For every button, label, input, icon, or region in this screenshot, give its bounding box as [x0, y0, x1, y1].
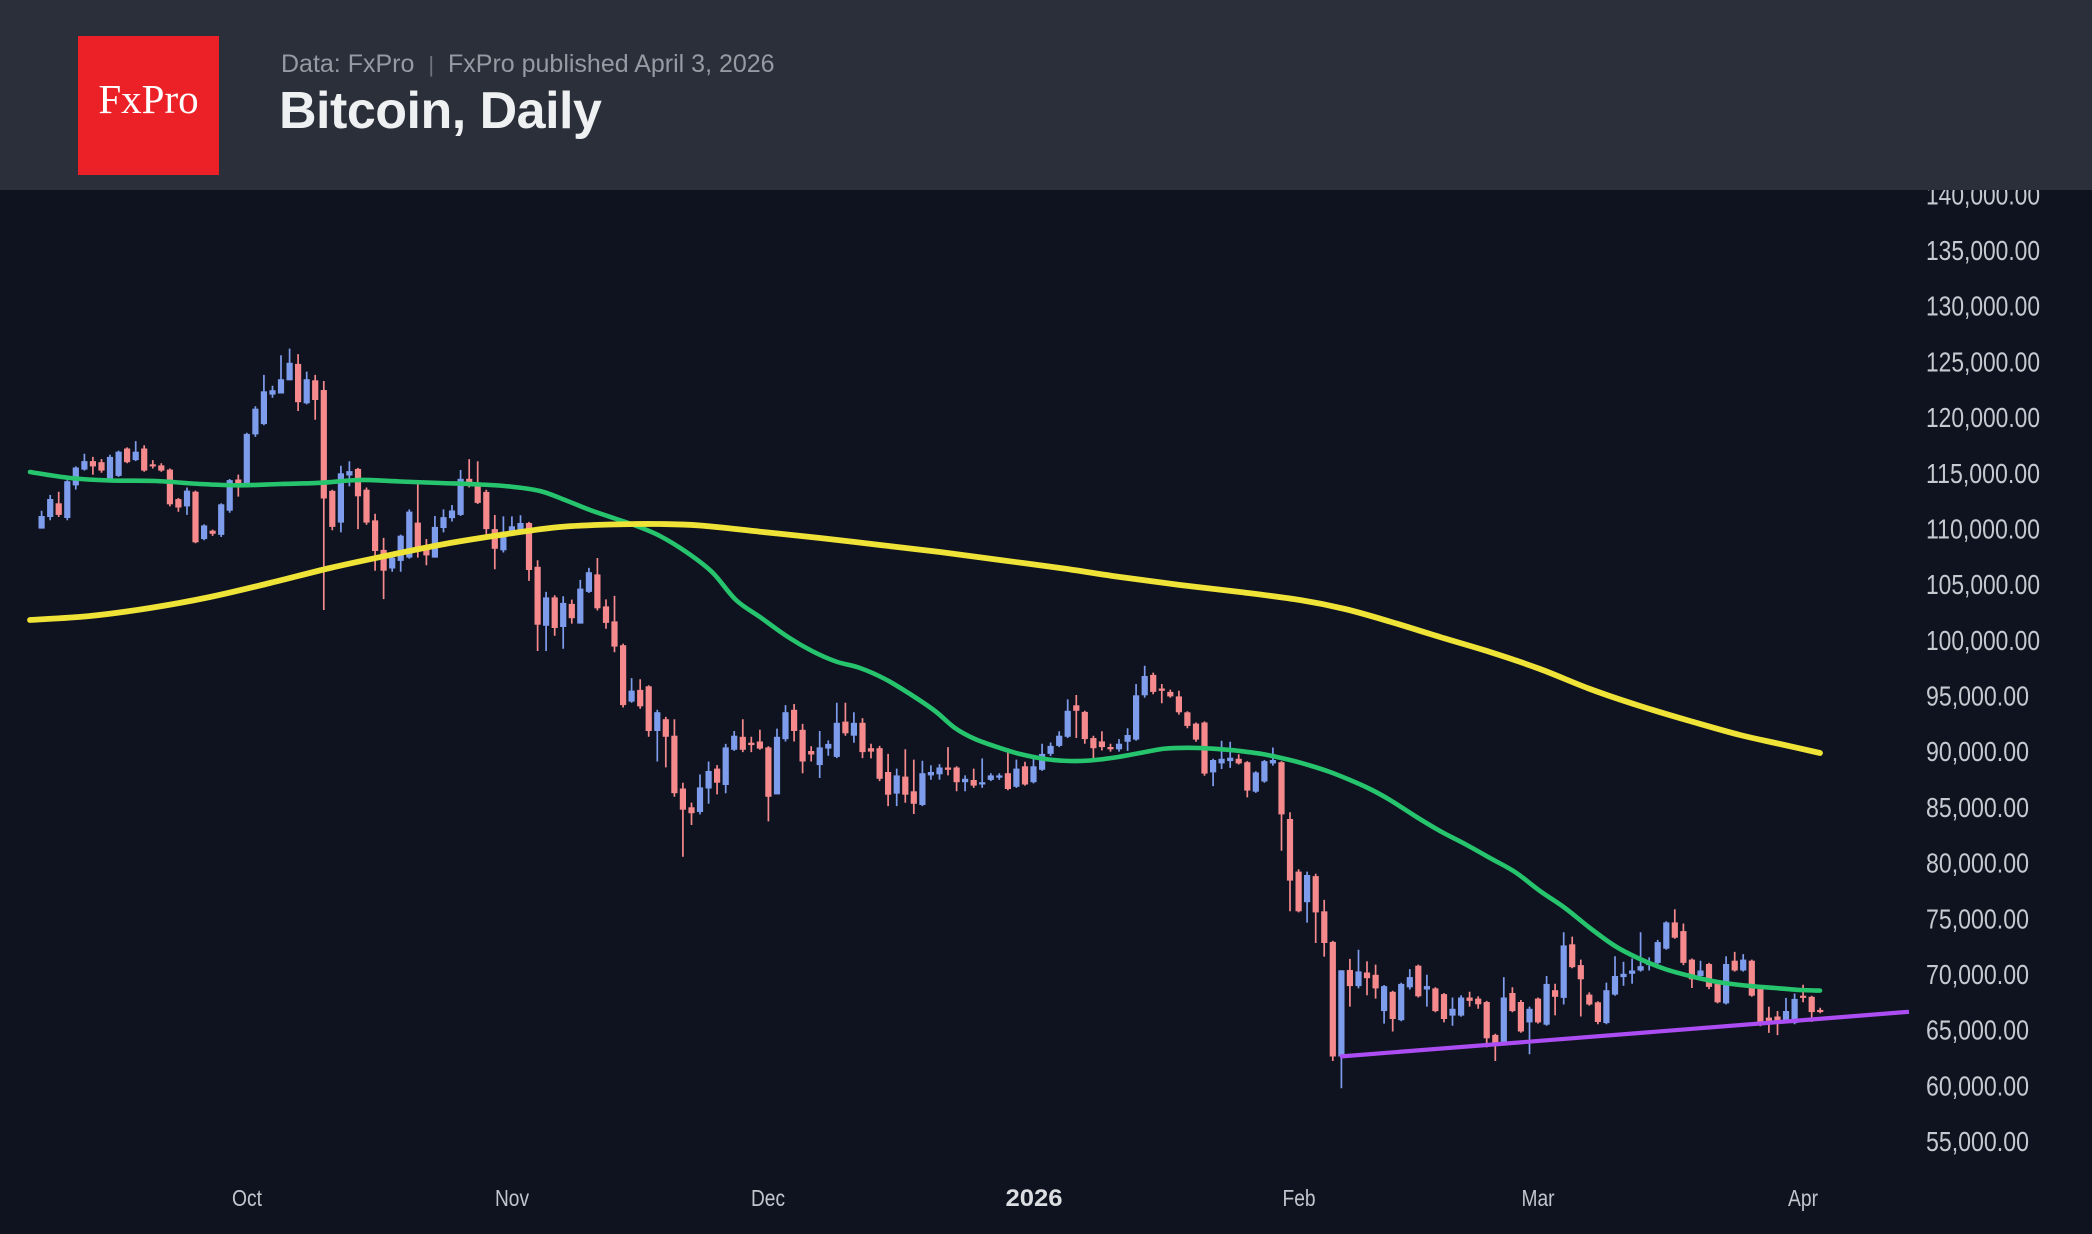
- svg-text:125,000.00: 125,000.00: [1926, 346, 2040, 377]
- svg-text:Feb: Feb: [1283, 1185, 1316, 1211]
- svg-text:85,000.00: 85,000.00: [1926, 792, 2029, 823]
- svg-text:95,000.00: 95,000.00: [1926, 681, 2029, 712]
- svg-text:55,000.00: 55,000.00: [1926, 1126, 2029, 1157]
- svg-text:60,000.00: 60,000.00: [1926, 1070, 2029, 1101]
- svg-text:115,000.00: 115,000.00: [1926, 458, 2040, 489]
- svg-text:Oct: Oct: [232, 1185, 263, 1211]
- svg-text:130,000.00: 130,000.00: [1926, 291, 2040, 322]
- svg-text:120,000.00: 120,000.00: [1926, 402, 2040, 433]
- svg-text:Apr: Apr: [1788, 1185, 1818, 1211]
- svg-text:2026: 2026: [1006, 1185, 1063, 1212]
- svg-text:90,000.00: 90,000.00: [1926, 736, 2029, 767]
- svg-text:110,000.00: 110,000.00: [1926, 514, 2040, 545]
- svg-text:Mar: Mar: [1522, 1185, 1555, 1211]
- svg-text:Dec: Dec: [751, 1185, 785, 1211]
- svg-text:Nov: Nov: [495, 1185, 529, 1211]
- svg-text:70,000.00: 70,000.00: [1926, 959, 2029, 990]
- svg-text:80,000.00: 80,000.00: [1926, 848, 2029, 879]
- svg-text:65,000.00: 65,000.00: [1926, 1015, 2029, 1046]
- svg-text:75,000.00: 75,000.00: [1926, 903, 2029, 934]
- svg-text:105,000.00: 105,000.00: [1926, 569, 2040, 600]
- svg-text:135,000.00: 135,000.00: [1926, 235, 2040, 266]
- svg-text:100,000.00: 100,000.00: [1926, 625, 2040, 656]
